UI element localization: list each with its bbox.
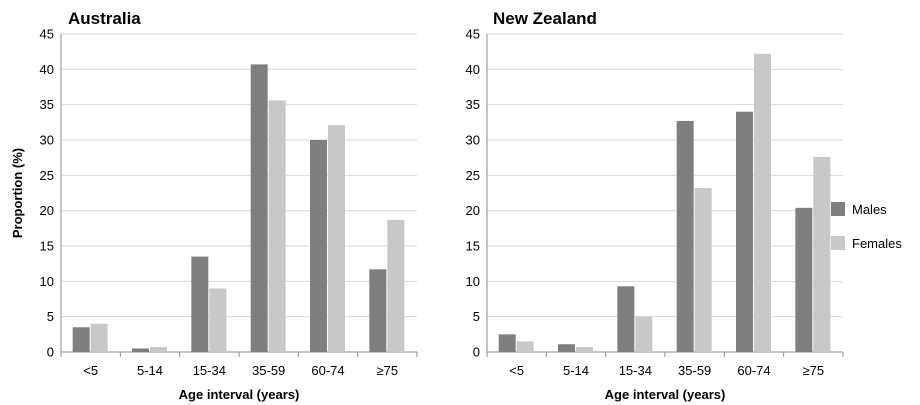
legend-swatch-females (831, 236, 845, 250)
new-zealand-y-tick-label: 40 (466, 62, 480, 77)
australia-y-tick-label: 5 (47, 309, 54, 324)
australia-bar-females (209, 288, 227, 352)
new-zealand-bar-males (498, 334, 516, 352)
new-zealand-bar-males (676, 120, 694, 352)
legend-label-males: Males (852, 202, 887, 217)
new-zealand-y-tick-label: 5 (473, 309, 480, 324)
australia-y-tick-label: 25 (40, 168, 54, 183)
australia-y-tick-label: 0 (47, 345, 54, 360)
legend: Males Females (831, 202, 902, 251)
new-zealand-bar-males (736, 111, 753, 352)
charts: Australia 0 5 10 15 20 25 30 35 40 45 <5 5-14 15-34 35… (10, 9, 844, 402)
new-zealand-title: New Zealand (493, 9, 597, 28)
australia-x-tick-label: 35-59 (252, 363, 285, 378)
australia-y-tick-label: 45 (40, 27, 54, 42)
new-zealand-x-tick-label: 60-74 (737, 363, 770, 378)
australia-x-tick-label: 15-34 (193, 363, 226, 378)
new-zealand-bar-males (617, 286, 635, 352)
australia-bar-females (90, 323, 108, 352)
australia-title: Australia (68, 9, 141, 28)
australia-y-tick-label: 35 (40, 97, 54, 112)
new-zealand-x-tick-label: 35-59 (678, 363, 711, 378)
new-zealand-bar-females (516, 341, 534, 352)
australia-bar-females (387, 219, 405, 352)
new-zealand-y-tick-label: 35 (466, 97, 480, 112)
new-zealand-y-tick-label: 30 (466, 133, 480, 148)
australia-bar-males (369, 269, 387, 352)
australia-y-tick-label: 15 (40, 239, 54, 254)
new-zealand-x-tick-label: <5 (509, 363, 524, 378)
new-zealand-x-tick-label: ≥75 (803, 363, 825, 378)
australia-bar-females (328, 125, 345, 352)
new-zealand-bar-females (694, 188, 712, 352)
australia-x-tick-label: <5 (83, 363, 98, 378)
australia-y-axis-label: Proportion (%) (10, 148, 25, 238)
australia-bar-males (191, 256, 209, 352)
legend-swatch-males (831, 202, 845, 216)
australia-chart: Australia 0 5 10 15 20 25 30 35 40 45 <5 5-14 15-34 35… (10, 9, 418, 402)
australia-y-tick-label: 20 (40, 203, 54, 218)
australia-y-tick-label: 30 (40, 133, 54, 148)
new-zealand-bar-males (795, 207, 813, 352)
new-zealand-bar-females (813, 156, 831, 352)
australia-x-axis-label: Age interval (years) (179, 387, 300, 402)
new-zealand-bar-males (558, 344, 575, 352)
australia-bar-males (72, 327, 90, 352)
new-zealand-x-tick-label: 5-14 (563, 363, 589, 378)
new-zealand-x-tick-label: 15-34 (619, 363, 652, 378)
legend-label-females: Females (852, 236, 902, 251)
australia-x-tick-label: 60-74 (311, 363, 344, 378)
new-zealand-x-axis-label: Age interval (years) (605, 387, 726, 402)
new-zealand-y-tick-label: 10 (466, 274, 480, 289)
new-zealand-bar-females (576, 347, 593, 352)
australia-bar-males (132, 348, 149, 352)
australia-y-tick-label: 40 (40, 62, 54, 77)
new-zealand-chart: New Zealand 0 5 10 15 20 25 30 35 40 45 <5 5-14 15-34… (466, 9, 844, 402)
australia-bar-males (310, 140, 327, 352)
new-zealand-bar-females (635, 316, 653, 352)
new-zealand-y-tick-label: 15 (466, 239, 480, 254)
new-zealand-y-tick-label: 45 (466, 27, 480, 42)
australia-bar-females (268, 100, 286, 352)
new-zealand-y-tick-label: 20 (466, 203, 480, 218)
new-zealand-y-tick-label: 0 (473, 345, 480, 360)
australia-bar-males (250, 64, 268, 353)
australia-bar-females (150, 347, 167, 352)
australia-y-tick-label: 10 (40, 274, 54, 289)
australia-x-tick-label: 5-14 (137, 363, 163, 378)
new-zealand-y-tick-label: 25 (466, 168, 480, 183)
australia-x-tick-label: ≥75 (377, 363, 399, 378)
new-zealand-bar-females (754, 53, 771, 352)
